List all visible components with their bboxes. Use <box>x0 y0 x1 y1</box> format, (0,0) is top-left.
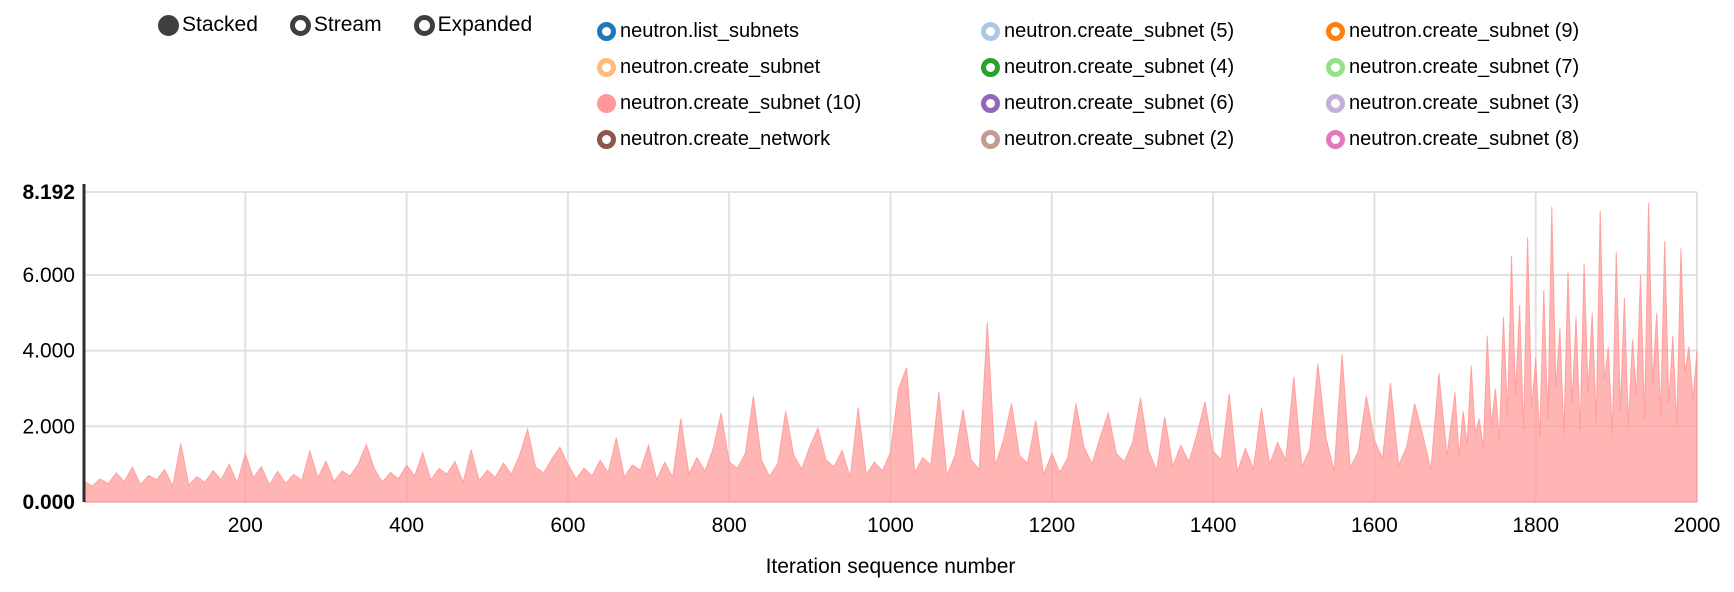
y-tick-label: 2.000 <box>22 415 75 438</box>
legend-item[interactable]: neutron.create_subnet (8) <box>1326 121 1579 157</box>
x-tick-label: 400 <box>389 514 424 537</box>
x-tick-label: 1400 <box>1190 514 1237 537</box>
legend-item-label: neutron.create_subnet (10) <box>620 91 862 114</box>
y-tick-label: 0.000 <box>22 491 75 514</box>
y-tick-label: 6.000 <box>22 264 75 287</box>
legend-item[interactable]: neutron.list_subnets <box>597 13 861 49</box>
chart-mode-controls: Stacked Stream Expanded <box>158 13 532 37</box>
legend-item-label: neutron.create_subnet (6) <box>1004 91 1235 114</box>
legend-column-2: neutron.create_subnet (5) neutron.create… <box>981 13 1234 157</box>
legend-item-label: neutron.create_subnet (8) <box>1349 127 1580 150</box>
radio-label: Stream <box>313 13 382 36</box>
legend-item-label: neutron.create_subnet (4) <box>1004 55 1235 78</box>
x-tick-label: 200 <box>228 514 263 537</box>
legend-item[interactable]: neutron.create_subnet (9) <box>1326 13 1579 49</box>
x-axis-title: Iteration sequence number <box>766 555 1016 578</box>
legend-item[interactable]: neutron.create_subnet (6) <box>981 85 1234 121</box>
legend-item-label: neutron.create_subnet (2) <box>1004 127 1235 150</box>
radio-stacked[interactable]: Stacked <box>158 13 258 37</box>
x-tick-label: 600 <box>550 514 585 537</box>
x-tick-label: 1200 <box>1028 514 1075 537</box>
x-tick-label: 800 <box>712 514 747 537</box>
legend-color-circle-icon <box>1326 93 1345 113</box>
legend-column-1: neutron.list_subnets neutron.create_subn… <box>597 13 861 157</box>
legend-item[interactable]: neutron.create_subnet (10) <box>597 85 861 121</box>
legend-color-circle-icon <box>597 129 616 149</box>
radio-label: Stacked <box>182 13 258 36</box>
y-tick-label: 4.000 <box>22 340 75 363</box>
x-tick-label: 2000 <box>1674 514 1721 537</box>
legend-color-circle-icon <box>597 93 616 113</box>
radio-stream[interactable]: Stream <box>289 13 382 37</box>
legend-color-circle-icon <box>1326 129 1345 149</box>
legend-item-label: neutron.create_subnet (3) <box>1349 91 1580 114</box>
legend-item-label: neutron.create_network <box>620 127 831 150</box>
legend-item[interactable]: neutron.create_subnet (3) <box>1326 85 1579 121</box>
legend-item-label: neutron.create_subnet (9) <box>1349 19 1580 42</box>
legend-color-circle-icon <box>1326 21 1345 41</box>
legend-item[interactable]: neutron.create_subnet (2) <box>981 121 1234 157</box>
x-tick-label: 1600 <box>1351 514 1398 537</box>
legend-column-3: neutron.create_subnet (9) neutron.create… <box>1326 13 1579 157</box>
legend-color-circle-icon <box>597 21 616 41</box>
legend-item-label: neutron.create_subnet (5) <box>1004 19 1235 42</box>
legend-color-circle-icon <box>981 93 1000 113</box>
legend-color-circle-icon <box>981 21 1000 41</box>
legend-item[interactable]: neutron.create_subnet <box>597 49 861 85</box>
y-tick-label: 8.192 <box>22 181 75 204</box>
legend-item[interactable]: neutron.create_subnet (4) <box>981 49 1234 85</box>
radio-circle-icon[interactable] <box>413 14 435 36</box>
radio-expanded[interactable]: Expanded <box>413 13 533 37</box>
legend-item-label: neutron.create_subnet <box>620 55 821 78</box>
area-series[interactable] <box>83 202 1698 503</box>
x-tick-label: 1800 <box>1512 514 1559 537</box>
legend-color-circle-icon <box>981 129 1000 149</box>
legend-color-circle-icon <box>981 57 1000 77</box>
legend-item[interactable]: neutron.create_subnet (7) <box>1326 49 1579 85</box>
x-tick-label: 1000 <box>867 514 914 537</box>
legend-item[interactable]: neutron.create_subnet (5) <box>981 13 1234 49</box>
legend-color-circle-icon <box>597 57 616 77</box>
legend-item[interactable]: neutron.create_network <box>597 121 861 157</box>
legend-item-label: neutron.create_subnet (7) <box>1349 55 1580 78</box>
legend-color-circle-icon <box>1326 57 1345 77</box>
radio-label: Expanded <box>437 13 533 36</box>
radio-circle-icon[interactable] <box>158 14 179 36</box>
radio-circle-icon[interactable] <box>289 14 311 36</box>
legend-item-label: neutron.list_subnets <box>620 19 800 42</box>
